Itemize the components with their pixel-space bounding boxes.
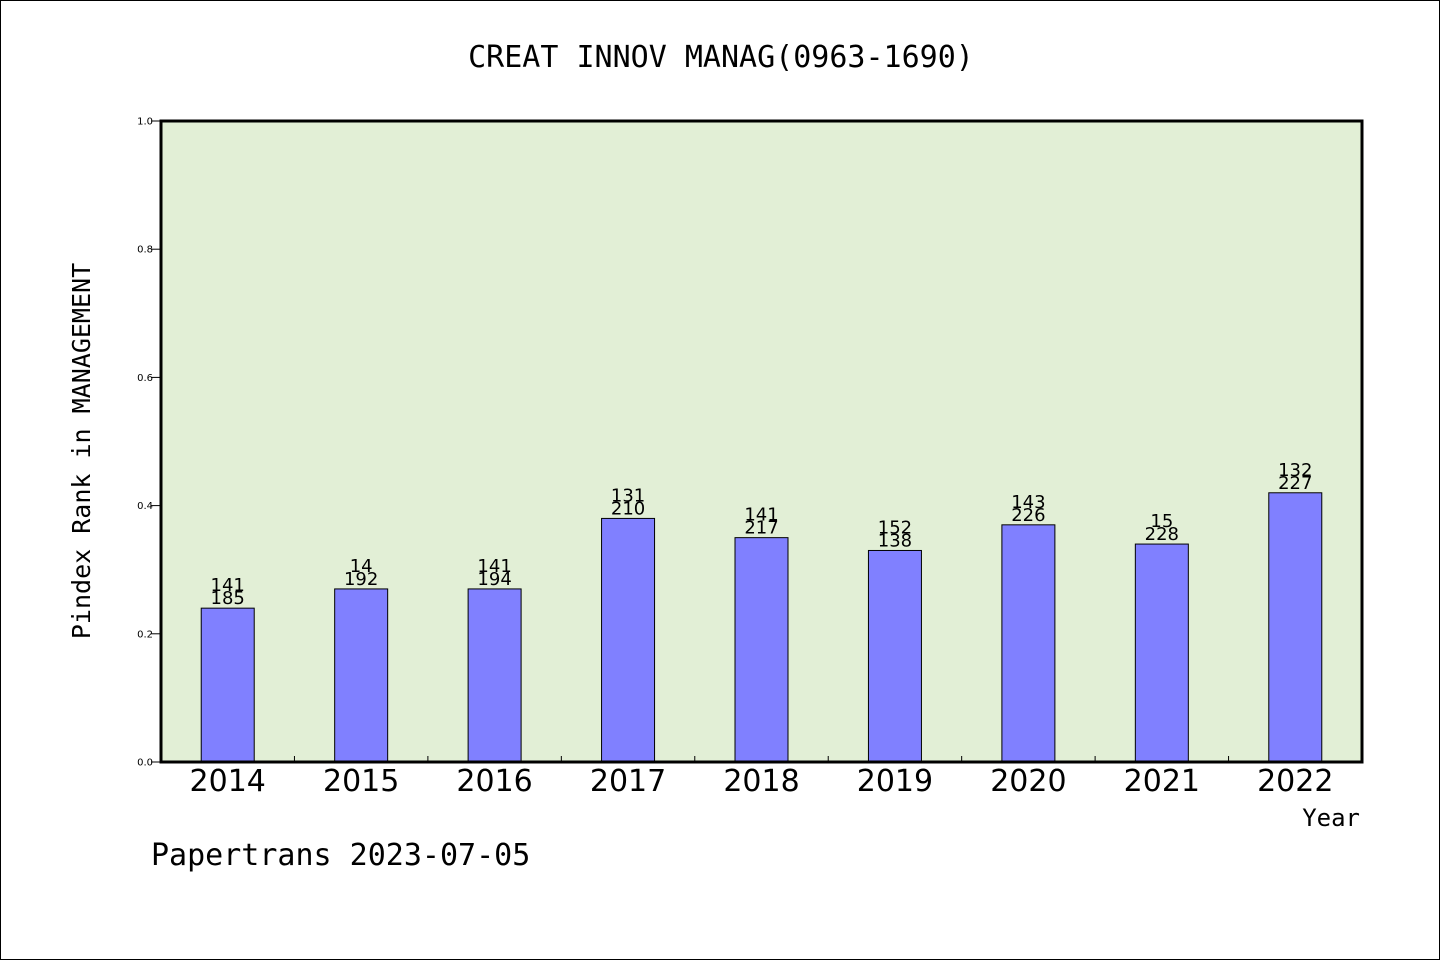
x-tick-label: 2015 [323, 764, 399, 799]
bar-label-bottom: 228 [1145, 524, 1179, 545]
x-tick-label: 2022 [1257, 764, 1333, 799]
bar-label-top: 131 [611, 485, 645, 506]
y-tick-label: 0.4 [137, 501, 153, 512]
bar-2020 [1001, 524, 1056, 763]
bar-label-top: 132 [1278, 460, 1312, 481]
bar-2015 [334, 588, 389, 763]
y-tick-label: 0.8 [137, 245, 153, 256]
x-tick-label: 2014 [190, 764, 266, 799]
ticks-layer: 0.0 0.2 0.4 0.6 0.8 1.0 2014 2015 2016 2017 2018 20… [137, 117, 1333, 800]
bar-label-bottom: 227 [1278, 473, 1312, 494]
bar-label-top: 143 [1011, 492, 1045, 513]
x-axis-label: Year [1302, 804, 1360, 832]
bar-label-top: 141 [211, 575, 245, 596]
bar-label-top: 152 [878, 517, 912, 538]
y-axis-label: Pindex Rank in MANAGEMENT [67, 263, 96, 639]
y-tick-label: 1.0 [137, 117, 153, 128]
chart-title: CREAT INNOV MANAG(0963-1690) [468, 40, 974, 75]
x-tick-label: 2018 [723, 764, 799, 799]
bar-label-bottom: 185 [211, 588, 245, 609]
bar-label-top: 141 [744, 505, 778, 526]
bar-label-top: 15 [1150, 511, 1173, 532]
bar-2019 [867, 549, 922, 763]
footer-text: Papertrans 2023-07-05 [151, 838, 530, 873]
bar-2014 [200, 607, 255, 763]
x-tick-label: 2019 [857, 764, 933, 799]
bar-2017 [601, 517, 656, 763]
bar-label-bottom: 217 [744, 518, 778, 539]
y-tick-label: 0.6 [137, 373, 153, 384]
plot-frame [159, 119, 1364, 764]
bar-2021 [1134, 543, 1189, 763]
bar-label-top: 141 [477, 556, 511, 577]
bar-2016 [467, 588, 522, 763]
x-tick-label: 2021 [1124, 764, 1200, 799]
y-tick-label: 0.2 [137, 629, 153, 640]
bar-label-bottom: 192 [344, 569, 378, 590]
bar-2022 [1268, 492, 1323, 763]
bar-label-bottom: 210 [611, 498, 645, 519]
bar-label-bottom: 194 [477, 569, 511, 590]
y-tick-label: 0.0 [137, 758, 153, 769]
x-tick-label: 2017 [590, 764, 666, 799]
bar-label-top: 14 [350, 556, 373, 577]
x-tick-label: 2016 [456, 764, 532, 799]
x-tick-label: 2020 [990, 764, 1066, 799]
bar-label-bottom: 226 [1011, 505, 1045, 526]
bar-2018 [734, 537, 789, 763]
bar-label-bottom: 138 [878, 530, 912, 551]
